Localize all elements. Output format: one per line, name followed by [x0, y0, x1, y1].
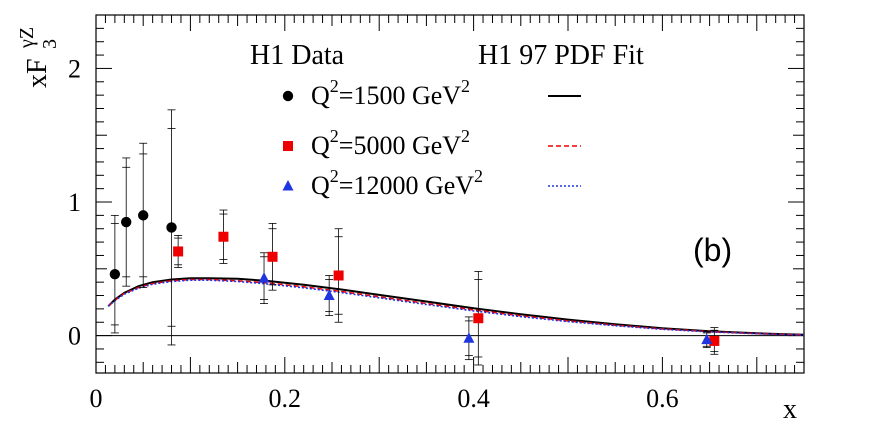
legend-label: Q2=1500 GeV2 [311, 76, 470, 110]
marker-square [173, 246, 184, 257]
plot-frame [95, 14, 805, 374]
fit-curve-dashed [107, 278, 805, 336]
legend-value-sup: 2 [461, 76, 470, 96]
legend-label: Q2=12000 GeV2 [311, 166, 483, 200]
marker-square [267, 251, 278, 262]
legend-q-sup: 2 [330, 126, 339, 146]
data-title: H1 Data [250, 40, 345, 71]
legend-value-sup: 2 [461, 126, 470, 146]
legend-value: =5000 GeV [339, 131, 461, 160]
x-axis-title: x [783, 394, 797, 425]
marker-circle [282, 90, 294, 102]
y-axis-title-sup: γZ [16, 27, 38, 49]
marker-triangle [463, 332, 475, 343]
fit-curves-layer [107, 277, 805, 336]
y-tick-label: 1 [68, 188, 81, 217]
y-tick-label: 0 [68, 322, 81, 351]
axis-ticks-layer: 0 0.2 0.4 0.6 0 1 2 [68, 15, 805, 413]
legend-value: =1500 GeV [339, 81, 461, 110]
legend-q: Q [311, 131, 330, 160]
legend-q-sup: 2 [330, 166, 339, 186]
marker-triangle [258, 272, 270, 283]
x-tick-label: 0.4 [457, 384, 490, 413]
marker-triangle [323, 289, 335, 301]
marker-square [473, 313, 484, 324]
y-axis-title: xF 3 γZ [16, 27, 61, 88]
marker-circle [166, 222, 177, 233]
marker-square [709, 335, 720, 346]
legend-value: =12000 GeV [339, 171, 474, 200]
fit-title: H1 97 PDF Fit [478, 40, 644, 71]
marker-triangle [282, 180, 294, 191]
panel-label: (b) [693, 232, 732, 268]
legend-q: Q [311, 171, 330, 200]
plot-frame-layer [95, 14, 805, 374]
legend-q: Q [311, 81, 330, 110]
marker-square [283, 141, 293, 151]
legend-entry: Q2=1500 GeV2 [282, 76, 581, 110]
fit-curve-solid [107, 277, 805, 336]
legend-label: Q2=5000 GeV2 [311, 126, 470, 160]
legend-entry: Q2=5000 GeV2 [283, 126, 581, 160]
y-tick-label: 2 [68, 54, 81, 83]
legend-entry: Q2=12000 GeV2 [282, 166, 581, 200]
x-tick-label: 0 [90, 384, 103, 413]
marker-circle [121, 216, 132, 228]
legend-q-sup: 2 [330, 76, 339, 96]
fit-curve-dotted [107, 279, 805, 336]
y-axis-title-main: xF [22, 58, 53, 88]
marker-circle [138, 210, 149, 221]
legend-value-sup: 2 [474, 166, 483, 186]
marker-square [333, 270, 344, 281]
data-points-layer [109, 210, 720, 346]
marker-circle [109, 268, 121, 280]
marker-square [218, 231, 229, 242]
y-axis-title-sub: 3 [39, 39, 61, 49]
x-tick-label: 0.2 [269, 384, 302, 413]
x-tick-label: 0.6 [646, 384, 679, 413]
marker-triangle [701, 333, 713, 345]
